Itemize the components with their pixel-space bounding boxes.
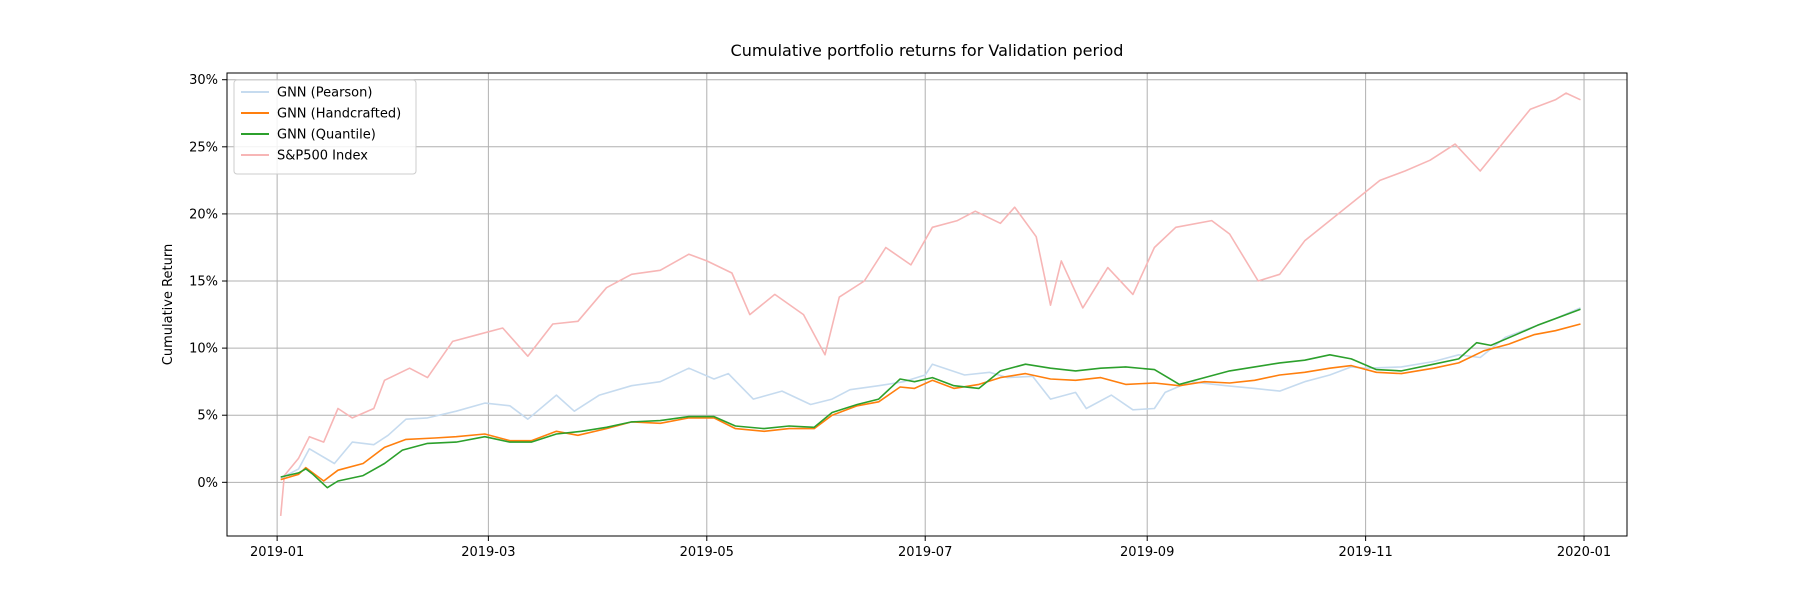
- y-tick-label: 0%: [197, 476, 218, 491]
- y-axis-label: Cumulative Return: [161, 244, 176, 365]
- legend-box: [233, 79, 417, 175]
- x-tick-label: 2019-11: [1338, 545, 1392, 560]
- y-tick-label: 20%: [189, 207, 218, 222]
- x-tick-label: 2019-05: [680, 545, 734, 560]
- series-line-s-p500-index: [279, 92, 1581, 516]
- legend-label: GNN (Handcrafted): [277, 107, 401, 122]
- series-line-gnn-pearson: [280, 307, 1581, 480]
- y-tick-label: 5%: [197, 409, 218, 424]
- x-tick-label: 2020-01: [1557, 545, 1611, 560]
- grid: [227, 73, 1627, 536]
- series-line-gnn-handcrafted: [280, 323, 1581, 482]
- series-layer: [279, 92, 1581, 516]
- legend-label: S&P500 Index: [277, 149, 368, 164]
- x-tick-label: 2019-03: [461, 545, 515, 560]
- legend: GNN (Pearson) GNN (Handcrafted) GNN (Quant…: [233, 79, 417, 175]
- y-tick-label: 25%: [189, 140, 218, 155]
- chart-title: Cumulative portfolio returns for Validat…: [731, 41, 1124, 60]
- x-tick-label: 2019-07: [898, 545, 952, 560]
- legend-label: GNN (Quantile): [277, 128, 376, 143]
- y-tick-label: 10%: [189, 342, 218, 357]
- x-tick-label: 2019-09: [1120, 545, 1174, 560]
- y-tick-label: 15%: [189, 275, 218, 290]
- y-tick-label: 30%: [189, 73, 218, 88]
- legend-label: GNN (Pearson): [277, 86, 372, 101]
- series-line-gnn-quantile: [280, 308, 1581, 489]
- x-tick-label: 2019-01: [250, 545, 304, 560]
- plot-frame: [226, 72, 1628, 537]
- ticks: 2019-01 2019-03 2019-05 2019-07 2019-09 2019-…: [189, 73, 1611, 560]
